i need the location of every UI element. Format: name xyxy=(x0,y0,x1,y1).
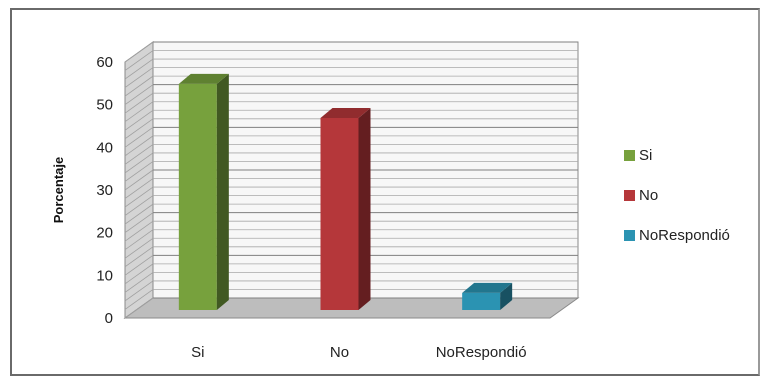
side-gridline xyxy=(124,135,154,157)
legend-swatch xyxy=(624,150,635,161)
y-tick-label: 40 xyxy=(96,139,113,156)
y-tick-label: 30 xyxy=(96,182,113,199)
side-gridline xyxy=(124,229,154,251)
side-gridline xyxy=(124,178,154,199)
side-gridline xyxy=(124,101,154,123)
x-category-labels: Si No NoRespondió xyxy=(191,344,526,361)
legend-swatch xyxy=(624,190,635,201)
bar-front xyxy=(462,292,501,310)
legend-item: NoRespondió xyxy=(624,227,730,244)
side-gridline xyxy=(124,169,154,191)
side-gridline xyxy=(124,220,154,242)
side-gridline xyxy=(124,212,154,233)
x-category-label: No xyxy=(330,344,349,361)
side-gridline xyxy=(124,263,154,285)
side-gridline xyxy=(124,272,154,293)
legend-label: Si xyxy=(639,147,652,164)
bar-norespondió xyxy=(462,282,513,310)
bar-side xyxy=(216,73,229,310)
bar-side xyxy=(358,108,371,310)
side-gridline xyxy=(124,127,154,148)
side-gridline xyxy=(124,203,154,225)
side-gridline xyxy=(124,109,154,131)
side-gridline xyxy=(124,195,154,216)
side-gridline xyxy=(124,75,154,97)
legend-item: Si xyxy=(624,147,652,164)
bar-front xyxy=(178,83,217,310)
bar-side xyxy=(500,282,513,310)
y-tick-labels: 0 10 20 30 40 50 60 xyxy=(96,54,113,327)
legend-swatch xyxy=(624,230,635,241)
bars xyxy=(178,73,513,310)
legend-label: NoRespondió xyxy=(639,227,730,244)
y-tick-label: 0 xyxy=(105,310,113,327)
bar-front xyxy=(320,118,359,310)
x-category-label: Si xyxy=(191,344,204,361)
y-tick-label: 60 xyxy=(96,54,113,71)
bar-si xyxy=(178,73,229,310)
side-gridline xyxy=(124,50,154,71)
side-gridline xyxy=(124,92,154,114)
legend: Si No NoRespondió xyxy=(624,147,730,244)
side-gridline xyxy=(124,280,154,302)
side-gridline xyxy=(124,297,154,319)
side-gridline xyxy=(124,186,154,208)
bar-no xyxy=(320,108,371,310)
side-gridline xyxy=(124,255,154,276)
y-axis-label: Porcentaje xyxy=(51,157,66,223)
legend-label: No xyxy=(639,187,658,204)
legend-item: No xyxy=(624,187,658,204)
side-gridline xyxy=(124,237,154,259)
side-gridline xyxy=(124,118,154,140)
bar-top xyxy=(320,108,371,118)
side-gridline xyxy=(124,246,154,268)
y-tick-label: 20 xyxy=(96,225,113,242)
x-category-label: NoRespondió xyxy=(436,344,527,361)
side-gridline xyxy=(124,84,154,105)
side-gridline xyxy=(124,161,154,182)
side-gridline xyxy=(124,152,154,174)
side-gridline xyxy=(124,67,154,88)
side-gridline xyxy=(124,289,154,310)
bar-top xyxy=(178,73,229,84)
y-tick-label: 50 xyxy=(96,97,113,114)
bar-top xyxy=(462,282,513,293)
side-gridline xyxy=(124,58,154,80)
side-gridline xyxy=(124,144,154,165)
side-gridline xyxy=(124,41,154,63)
y-tick-label: 10 xyxy=(96,267,113,284)
